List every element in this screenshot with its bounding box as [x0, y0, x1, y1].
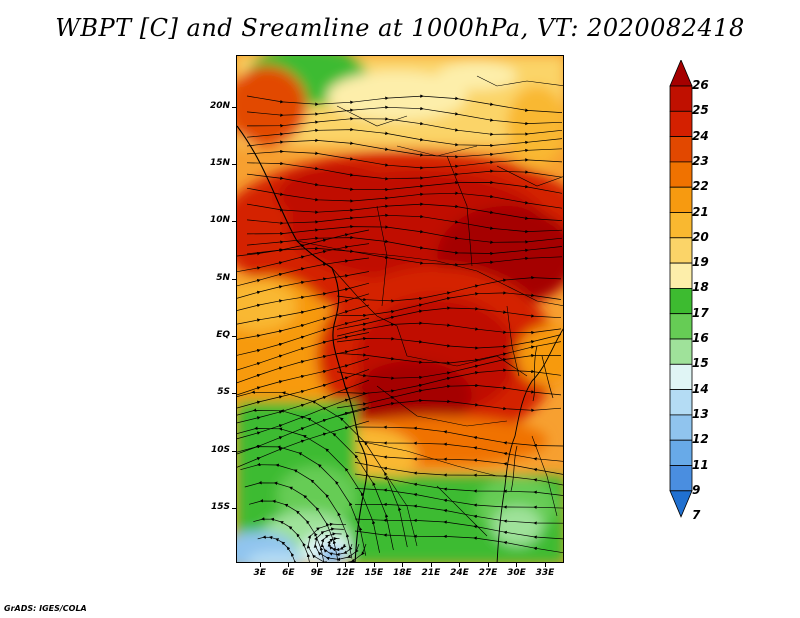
lon-tick — [373, 563, 375, 567]
colorbar-label: 21 — [692, 204, 709, 219]
colorbar-label: 14 — [692, 381, 709, 396]
lon-tick — [259, 563, 261, 567]
colorbar-cell — [669, 313, 693, 340]
streamlines — [237, 94, 563, 562]
lat-tick-label: 5N — [216, 272, 230, 283]
lat-tick — [232, 278, 236, 280]
colorbar-cell — [669, 465, 693, 492]
colorbar-bottom-arrow — [669, 490, 693, 518]
chart-title: WBPT [C] and Sreamline at 1000hPa, VT: 2… — [55, 14, 745, 42]
colorbar-label: 12 — [692, 432, 709, 447]
lon-tick-label: 9E — [310, 568, 323, 578]
lat-tick-label: 20N — [209, 100, 230, 111]
lat-tick — [232, 106, 236, 108]
colorbar-cell — [669, 287, 693, 315]
colorbar-cell — [669, 414, 693, 441]
colorbar-label: 13 — [692, 406, 709, 421]
lon-tick-label: 27E — [478, 568, 498, 578]
lat-tick-label: 10N — [209, 215, 230, 226]
colorbar-cell — [669, 85, 693, 112]
lon-tick-label: 12E — [335, 568, 355, 578]
colorbar-label: 17 — [692, 305, 709, 320]
colorbar-cell — [669, 262, 693, 289]
colorbar-cell — [669, 363, 693, 390]
colorbar-label: 18 — [692, 280, 709, 295]
colorbar-label: 24 — [692, 128, 709, 143]
lon-tick-label: 33E — [535, 568, 555, 578]
colorbar-label: 7 — [692, 508, 701, 523]
map-panel — [236, 55, 564, 563]
lon-tick — [288, 563, 290, 567]
colorbar-label: 25 — [692, 103, 709, 118]
streamline — [246, 187, 563, 209]
colorbar-top-arrow — [669, 60, 693, 87]
colorbar-label: 11 — [692, 457, 709, 472]
lon-tick — [402, 563, 404, 567]
lon-tick — [459, 563, 461, 567]
colorbar-label: 20 — [692, 229, 709, 244]
lon-tick — [487, 563, 489, 567]
colorbar-label: 26 — [692, 78, 709, 92]
colorbar-label: 23 — [692, 153, 709, 168]
lon-tick-label: 6E — [282, 568, 295, 578]
lon-tick — [430, 563, 432, 567]
colorbar-label: 19 — [692, 255, 709, 270]
wbpt-map — [237, 56, 563, 562]
footer-credit: GrADS: IGES/COLA — [4, 604, 87, 613]
lon-tick-label: 15E — [364, 568, 384, 578]
lat-tick — [232, 221, 236, 223]
lat-tick-label: EQ — [216, 329, 230, 340]
lon-tick-label: 21E — [421, 568, 441, 578]
lon-tick-label: 3E — [253, 568, 266, 578]
lon-tick — [516, 563, 518, 567]
colorbar-cell — [669, 212, 693, 239]
streamline — [246, 173, 563, 194]
colorbar-cell — [669, 136, 693, 163]
colorbar-label: 16 — [692, 331, 709, 345]
colorbar — [669, 60, 693, 518]
lat-tick — [232, 450, 236, 452]
colorbar-cell — [669, 161, 693, 188]
lon-tick — [345, 563, 347, 567]
lat-tick-label: 15N — [209, 157, 230, 168]
lat-tick — [232, 163, 236, 165]
streamline — [237, 390, 408, 548]
lat-tick-label: 15S — [210, 501, 230, 512]
lon-tick-label: 24E — [450, 568, 469, 578]
lon-tick — [544, 563, 546, 567]
colorbar-cell — [669, 186, 693, 213]
streamline — [336, 321, 562, 337]
colorbar-label: 15 — [692, 356, 709, 371]
streamline — [246, 246, 563, 267]
colorbar-cell — [669, 439, 693, 466]
lat-tick — [232, 507, 236, 509]
colorbar-cell — [669, 389, 693, 416]
lat-tick — [232, 393, 236, 395]
lon-tick-label: 18E — [393, 568, 412, 578]
lat-tick-label: 5S — [217, 387, 230, 398]
lat-tick-label: 10S — [210, 444, 230, 455]
colorbar-cell — [669, 237, 693, 264]
colorbar-label: 22 — [692, 179, 709, 194]
colorbar-cell — [669, 110, 693, 137]
streamline — [306, 522, 367, 562]
colorbar-cell — [669, 338, 693, 365]
colorbar-label: 9 — [692, 482, 701, 497]
lon-tick-label: 30E — [507, 568, 526, 578]
lon-tick — [316, 563, 318, 567]
lat-tick — [232, 335, 236, 337]
